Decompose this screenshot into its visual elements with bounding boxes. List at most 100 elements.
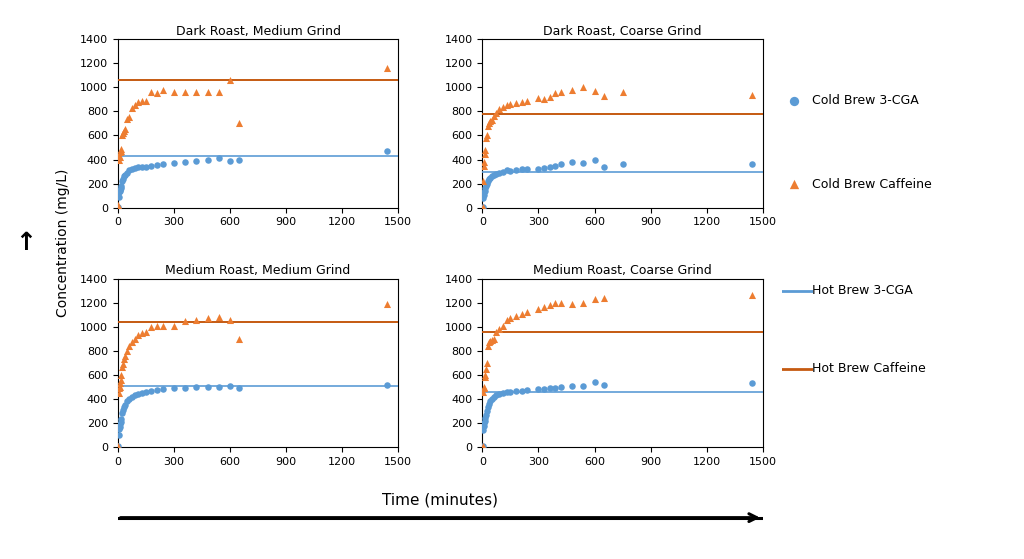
Point (134, 97, 151, 106)
Point (111, 188, 127, 197)
Point (743, 379, 760, 388)
Point (113, 184, 129, 193)
Point (474, 202, 490, 211)
Point (155, 85, 171, 94)
Point (379, 300, 395, 309)
Point (211, 312, 227, 321)
Point (166, 383, 182, 392)
Point (110, 202, 126, 211)
Point (474, 442, 490, 451)
Point (121, 395, 137, 404)
Point (508, 98, 524, 107)
Point (530, 304, 547, 313)
Point (483, 115, 500, 124)
Point (166, 159, 182, 168)
Point (530, 385, 547, 394)
Point (478, 182, 495, 191)
Point (477, 145, 494, 154)
Point (485, 392, 502, 401)
Point (188, 382, 205, 391)
Point (126, 101, 142, 110)
Point (483, 395, 500, 404)
Point (476, 419, 493, 428)
Point (130, 97, 146, 106)
Point (477, 184, 494, 193)
Point (117, 401, 133, 410)
Point (112, 379, 128, 388)
Point (476, 186, 493, 195)
Point (166, 88, 182, 97)
Point (112, 422, 128, 431)
Point (126, 391, 142, 400)
Point (508, 387, 524, 396)
Point (575, 159, 592, 168)
Point (112, 153, 128, 162)
Point (480, 338, 497, 347)
Text: Hot Brew 3-CGA: Hot Brew 3-CGA (812, 284, 912, 297)
Point (483, 335, 500, 344)
Point (596, 293, 612, 302)
Point (112, 382, 128, 391)
Point (137, 387, 154, 396)
Point (148, 321, 165, 330)
Point (536, 385, 552, 394)
Point (155, 321, 171, 330)
Point (222, 381, 239, 390)
Point (130, 331, 146, 340)
Point (479, 358, 496, 367)
Point (553, 298, 569, 307)
Point (478, 410, 495, 419)
Point (542, 383, 558, 392)
Point (112, 420, 128, 429)
Point (148, 386, 165, 395)
Point (119, 347, 135, 356)
Point (111, 151, 127, 160)
Point (231, 383, 248, 392)
Point (553, 88, 569, 97)
Point (110, 442, 126, 451)
Point (542, 162, 558, 171)
Point (115, 174, 131, 183)
Point (547, 298, 563, 307)
Point (485, 334, 502, 343)
Point (743, 291, 760, 300)
Point (177, 383, 194, 392)
Point (476, 421, 493, 430)
Point (111, 430, 127, 439)
Point (564, 85, 581, 94)
Point (126, 164, 142, 173)
Point (115, 359, 131, 368)
Point (476, 383, 493, 392)
Point (177, 88, 194, 97)
Point (379, 146, 395, 155)
Point (155, 160, 171, 169)
Text: Hot Brew Caffeine: Hot Brew Caffeine (812, 362, 926, 376)
Point (476, 416, 493, 425)
Point (495, 167, 511, 176)
Text: Time (minutes): Time (minutes) (382, 493, 499, 508)
Point (155, 385, 171, 394)
Point (596, 162, 612, 171)
Point (143, 88, 160, 97)
Point (547, 383, 563, 392)
Point (499, 388, 515, 397)
Point (200, 314, 216, 323)
Text: Cold Brew 3-CGA: Cold Brew 3-CGA (812, 94, 919, 107)
Point (211, 88, 227, 97)
Point (116, 355, 132, 364)
Point (112, 185, 128, 194)
Point (519, 96, 536, 105)
Point (115, 409, 131, 418)
Point (115, 131, 131, 140)
Point (112, 148, 128, 157)
Point (200, 382, 216, 391)
Point (488, 169, 505, 178)
Point (485, 112, 502, 121)
Point (475, 387, 492, 396)
Point (119, 114, 135, 123)
Point (785, 180, 802, 189)
Point (485, 170, 502, 179)
Point (785, 96, 802, 105)
Point (502, 387, 518, 396)
Point (110, 442, 126, 451)
